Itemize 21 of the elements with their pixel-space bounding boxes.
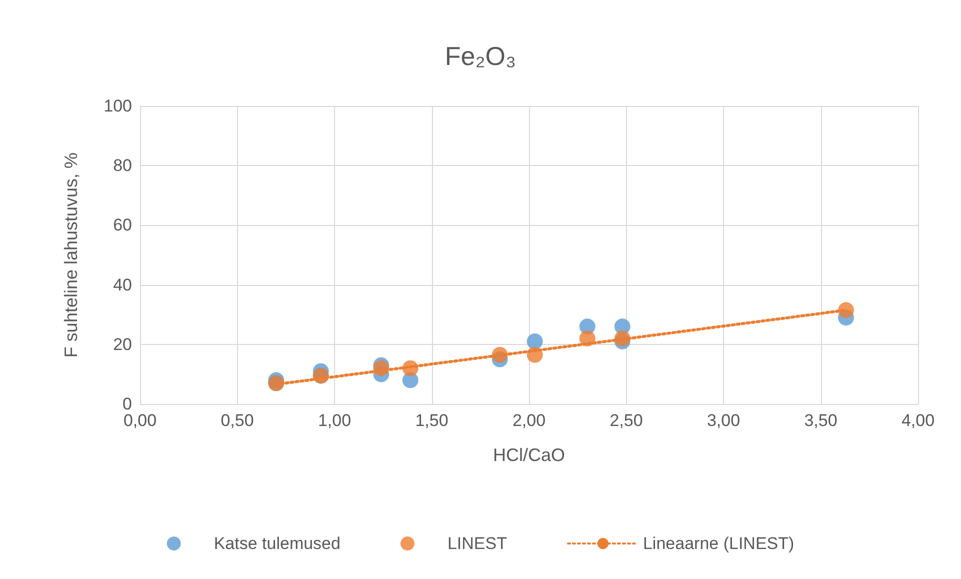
y-tick-label: 100 (104, 96, 132, 116)
legend-label: Lineaarne (LINEST) (642, 534, 794, 553)
x-tick-label: 2,00 (512, 411, 546, 430)
x-tick-label: 0,50 (220, 411, 254, 430)
y-tick-label: 0 (122, 394, 132, 414)
legend-label: Katse tulemused (214, 534, 340, 553)
x-tick-label: 1,00 (318, 411, 352, 430)
y-tick-label: 60 (113, 216, 132, 235)
x-axis-title: HCl/CaO (492, 445, 566, 465)
x-tick-label: 2,50 (610, 411, 643, 430)
x-tick-label: 0,00 (123, 411, 157, 430)
legend-label: LINEST (447, 534, 507, 553)
x-tick-label: 3,50 (804, 411, 838, 430)
x-tick-label: 4,00 (901, 411, 935, 430)
y-tick-label: 40 (113, 275, 132, 294)
y-axis-title: F suhteline lahustuvus, % (61, 152, 81, 358)
y-tick-label: 80 (113, 156, 132, 176)
chart-title: Fe₂O₃ (444, 41, 516, 71)
x-tick-label: 3,00 (706, 411, 740, 430)
x-tick-label: 1,50 (415, 411, 448, 430)
y-tick-label: 20 (113, 334, 132, 354)
